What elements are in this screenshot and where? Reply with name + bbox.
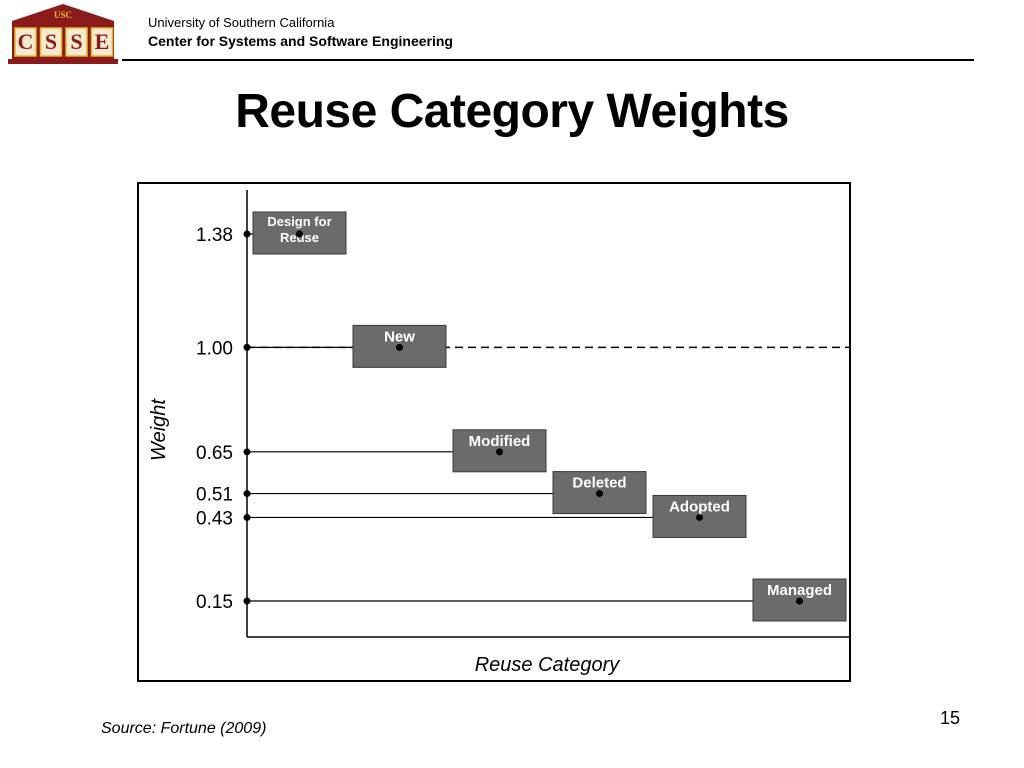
category-label: Deleted (572, 475, 626, 492)
axis-tick-point (243, 230, 251, 238)
y-tick-label: 0.51 (196, 485, 233, 506)
axis-tick-point (243, 343, 251, 351)
y-tick-label: 1.00 (196, 338, 233, 359)
logo-letter: S (45, 29, 57, 54)
data-point (396, 343, 403, 351)
axis-tick-point (243, 597, 251, 605)
data-point (696, 513, 703, 521)
logo-letter-box (14, 27, 37, 57)
source-citation: Source: Fortune (2009) (101, 720, 267, 737)
y-tick-label: 1.38 (196, 225, 233, 246)
logo-roof (12, 4, 114, 21)
logo-letter: S (70, 29, 82, 54)
axis-tick-point (243, 513, 251, 521)
data-point (796, 597, 803, 605)
data-point (296, 230, 303, 238)
data-point (596, 490, 603, 498)
logo-letter: E (95, 29, 110, 54)
y-axis-label: Weight (148, 398, 170, 461)
category-label: New (384, 328, 415, 345)
category-label: Modified (469, 433, 531, 450)
logo-letter-box (65, 27, 88, 57)
axis-tick-point (243, 448, 251, 456)
header-rule (122, 59, 974, 61)
logo-top-text: USC (54, 10, 72, 20)
category-label: Adopted (669, 498, 730, 515)
axis-tick-point (243, 490, 251, 498)
page-number: 15 (940, 708, 961, 728)
category-label: Managed (767, 582, 832, 599)
center-name: Center for Systems and Software Engineer… (148, 33, 453, 49)
university-name: University of Southern California (148, 15, 335, 30)
category-label: Design for (267, 214, 331, 229)
logo-letter-box (39, 27, 63, 57)
slide-title: Reuse Category Weights (235, 85, 789, 138)
logo-letter: C (18, 29, 34, 54)
y-tick-label: 0.65 (196, 443, 233, 464)
data-point (496, 448, 503, 456)
y-tick-label: 0.15 (196, 592, 233, 613)
y-tick-label: 0.43 (196, 508, 233, 529)
weight-chart: Design forReuse1.38New1.00Modified0.65De… (137, 182, 851, 682)
x-axis-label: Reuse Category (475, 654, 621, 676)
logo-letter-box (90, 27, 114, 57)
